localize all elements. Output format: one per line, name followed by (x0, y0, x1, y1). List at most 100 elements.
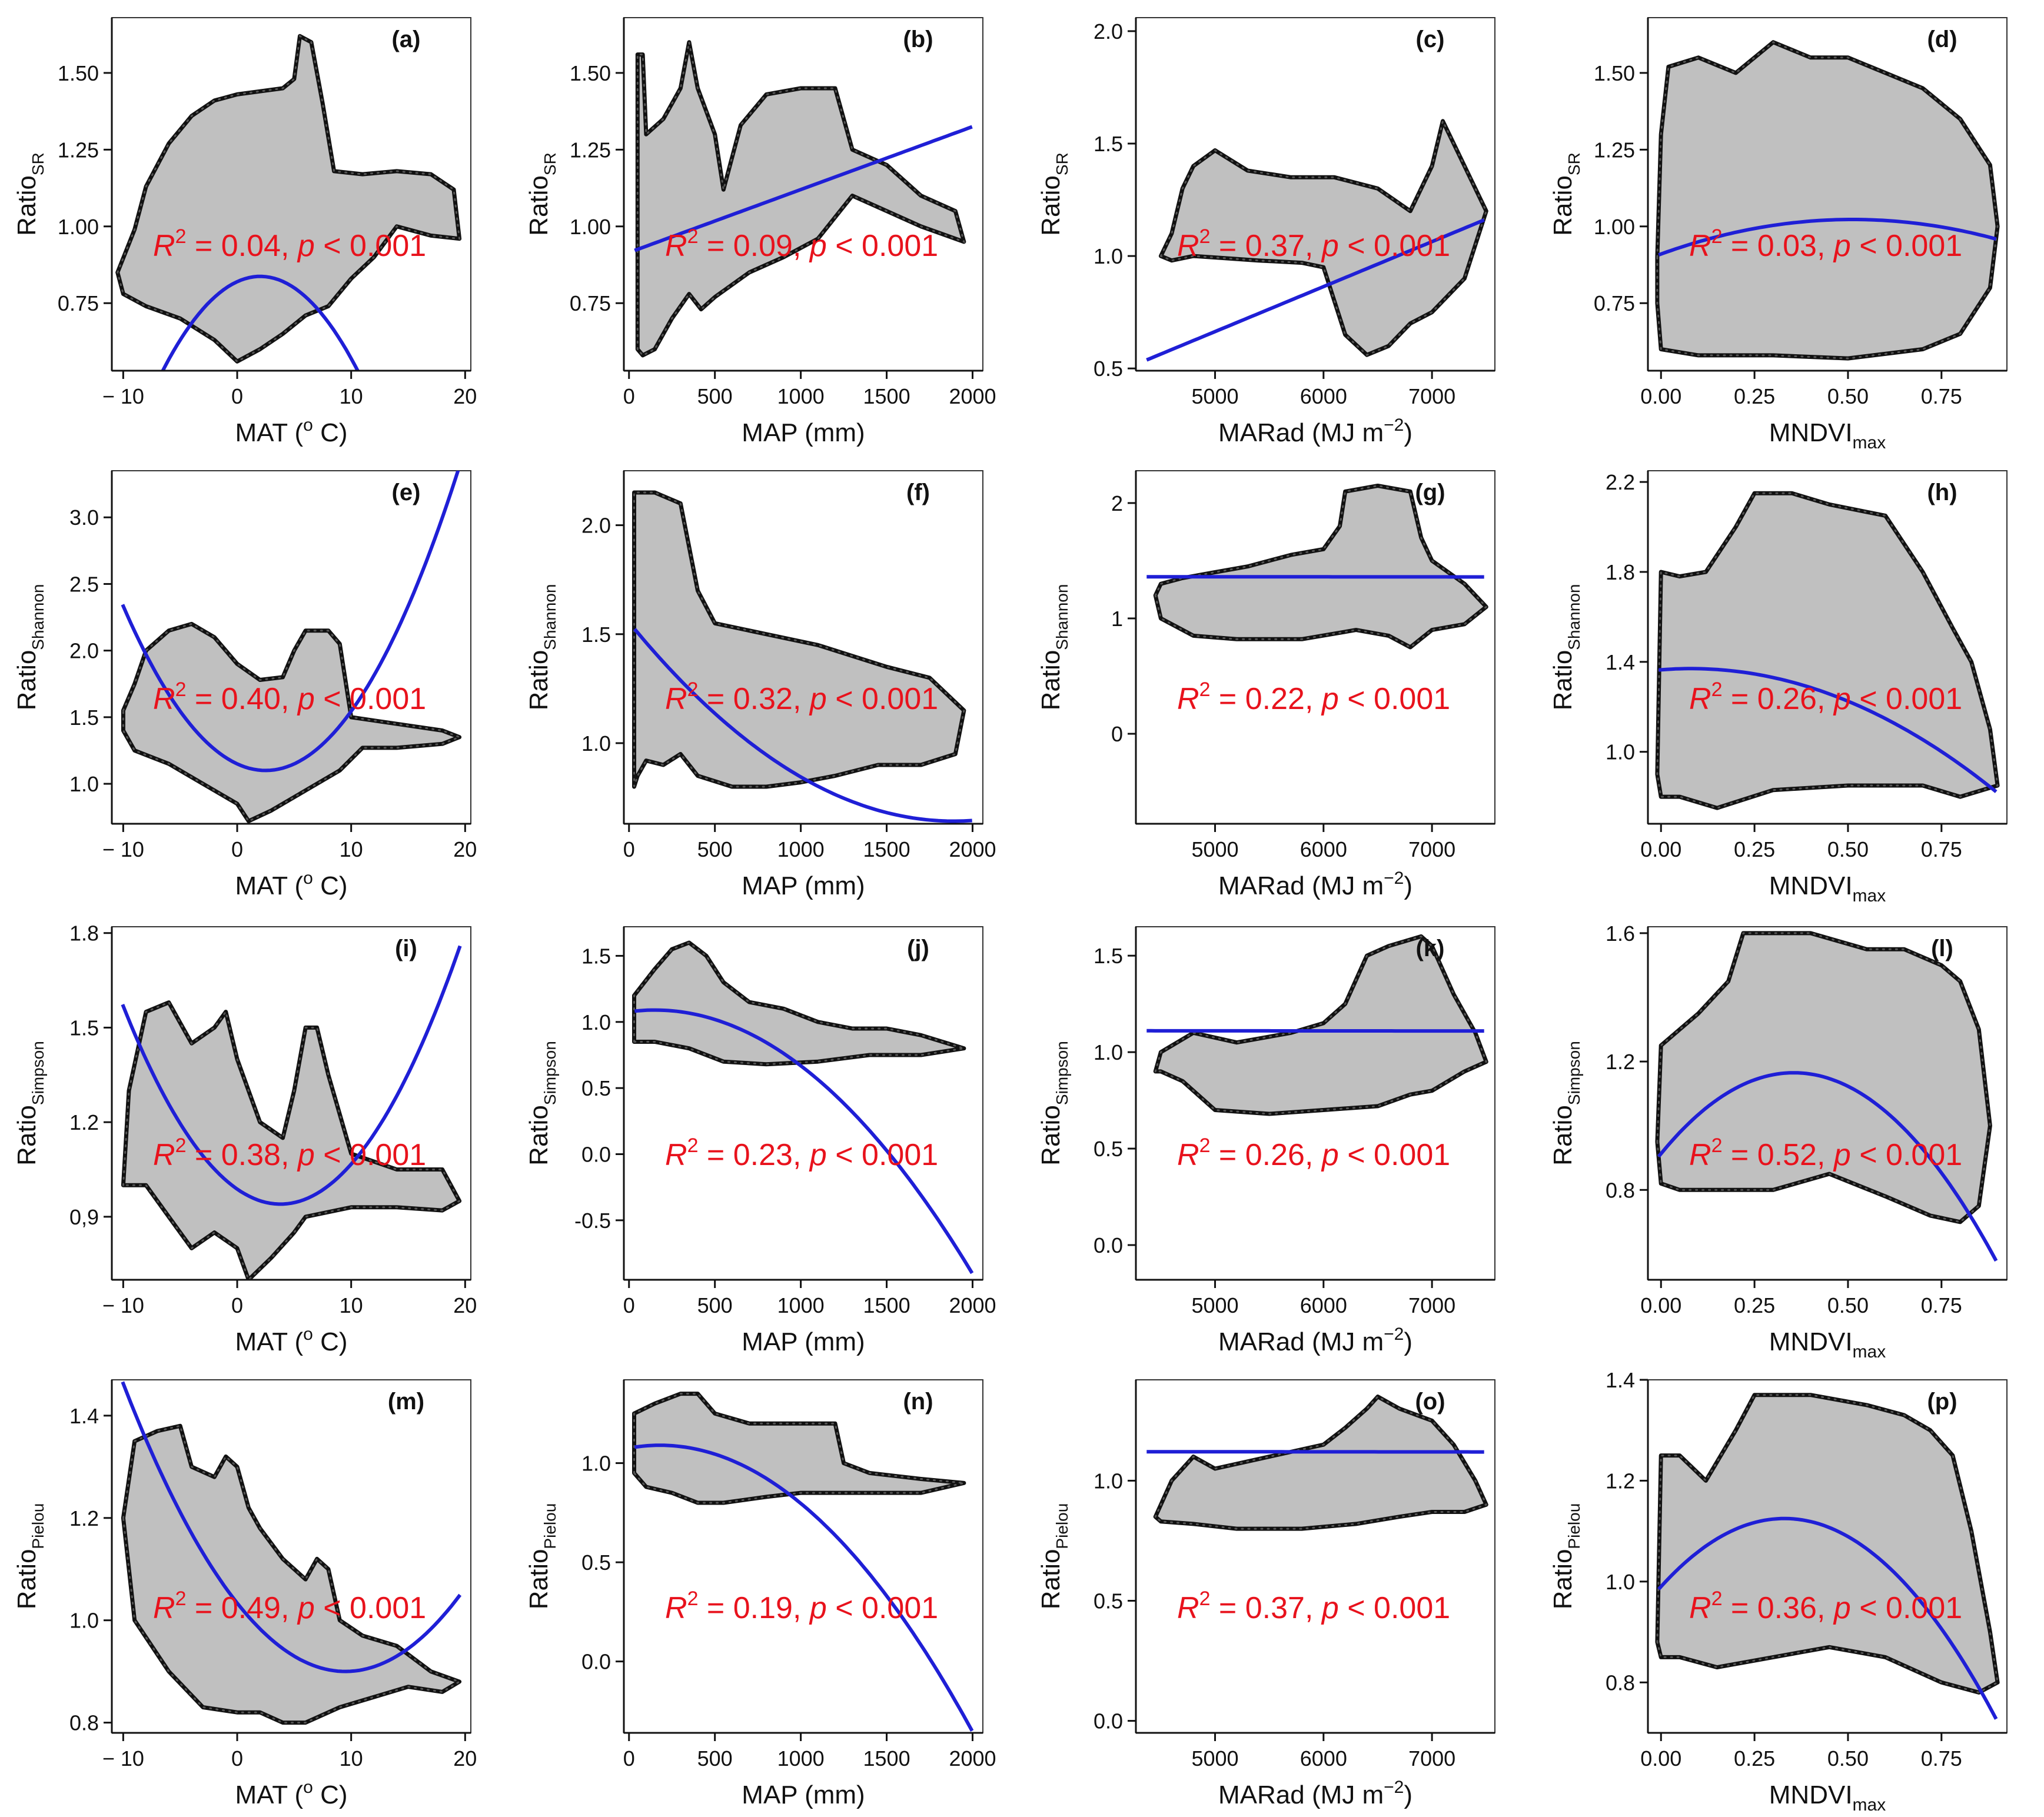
fit-curve (634, 1008, 974, 1274)
y-tick-label: 1.4 (69, 1404, 99, 1428)
r2-value: = 0.36, (1722, 1591, 1833, 1625)
panel-tag: (m) (388, 1389, 424, 1415)
panel-tag: (g) (1415, 480, 1445, 505)
y-tick-label: 1.0 (1094, 1469, 1123, 1493)
r2-value: = 0.37, (1210, 229, 1321, 263)
x-tick-label: 1500 (863, 1293, 910, 1317)
y-axis-label-sub: Shannon (541, 584, 559, 650)
y-tick-label: 1.0 (69, 772, 99, 796)
y-tick-label: 2.5 (69, 572, 99, 596)
p-value: < 0.001 (1851, 1138, 1962, 1172)
x-tick-label: 0.50 (1827, 1746, 1869, 1771)
x-axis-label: MARad (MJ m−2) (1218, 868, 1412, 900)
y-tick-label: 1.50 (1594, 61, 1635, 85)
y-tick-label: 1.00 (58, 215, 99, 239)
x-axis-label-rest: ) (1404, 1781, 1412, 1809)
panel-h: 0.00 0.25 0.50 0.75 1.0 1.4 1.8 2.2 (h) MNDVImax R… (1548, 470, 2008, 906)
y-tick-label: 0.5 (581, 1550, 611, 1575)
x-axis-label-sup: o (303, 415, 313, 435)
fit-curve (634, 1443, 974, 1732)
r2-value: = 0.26, (1722, 682, 1833, 716)
y-axis-label: RatioSR (12, 152, 47, 236)
data-cloud (1655, 491, 2000, 810)
data-cloud-edge-points (122, 1425, 462, 1724)
panel-tag: (j) (907, 936, 929, 961)
y-tick-label: 1.0 (1606, 740, 1635, 764)
y-axis-label: RatioSimpson (12, 1041, 47, 1166)
r2-exponent: 2 (1199, 1588, 1211, 1610)
r2-exponent: 2 (687, 225, 699, 248)
data-cloud-edge-points (633, 941, 965, 1066)
x-axis-label-sup: −2 (1384, 1778, 1404, 1797)
x-tick-label: 0 (623, 1746, 635, 1771)
y-tick-label: 3.0 (69, 505, 99, 530)
stat-annotation: R2 = 0.26, p < 0.001 (1177, 1134, 1450, 1172)
r2-symbol: R (153, 1591, 175, 1625)
x-tick-label: 0 (623, 837, 635, 861)
x-axis-label-main: MAP (mm) (742, 418, 865, 447)
x-tick-label: 0.25 (1734, 1293, 1775, 1317)
p-value: < 0.001 (1339, 682, 1450, 716)
x-axis-label-rest: C) (313, 1781, 348, 1809)
y-axis-label-sub: SR (29, 152, 47, 175)
data-cloud (121, 1000, 462, 1280)
y-axis-label: RatioSimpson (1036, 1041, 1071, 1166)
fit-curve (121, 945, 462, 1206)
y-tick-label: 1.0 (1094, 244, 1123, 268)
stat-annotation: R2 = 0.03, p < 0.001 (1689, 225, 1962, 263)
data-cloud-edge-points (633, 1393, 965, 1504)
panel-tag: (k) (1416, 936, 1445, 961)
y-tick-label: 1.5 (1094, 132, 1123, 156)
r2-symbol: R (665, 682, 687, 716)
panel-p: 0.00 0.25 0.50 0.75 0.8 1.0 1.2 1.4 (p) MNDVImax R… (1548, 1368, 2008, 1815)
y-tick-label: 0,9 (69, 1205, 99, 1229)
x-tick-label: 7000 (1408, 1746, 1455, 1771)
x-axis-label: MAT (o C) (235, 415, 347, 447)
y-axis-label-main: Ratio (1036, 175, 1065, 236)
y-tick-label: 0.5 (581, 1076, 611, 1100)
p-symbol: p (297, 229, 315, 263)
p-value: < 0.001 (1851, 1591, 1962, 1625)
data-cloud-edge-points (1154, 484, 1488, 648)
y-axis-label-main: Ratio (1036, 650, 1065, 711)
r2-symbol: R (1689, 682, 1711, 716)
x-axis-label: MNDVImax (1769, 871, 1886, 906)
stat-annotation: R2 = 0.19, p < 0.001 (665, 1588, 938, 1625)
panel-tag: (l) (1931, 936, 1953, 961)
panel-tag: (o) (1415, 1389, 1445, 1415)
y-axis-label: RatioShannon (524, 584, 559, 711)
x-axis-label-sup: o (303, 1325, 313, 1344)
x-tick-label: 6000 (1300, 1746, 1347, 1771)
p-value: < 0.001 (315, 229, 426, 263)
y-axis-label-main: Ratio (1036, 1105, 1065, 1166)
r2-value: = 0.37, (1210, 1591, 1321, 1625)
y-tick-label: 0.8 (1606, 1178, 1635, 1202)
fit-curve (121, 1381, 462, 1673)
stat-annotation: R2 = 0.40, p < 0.001 (153, 678, 426, 716)
p-value: < 0.001 (1339, 1138, 1450, 1172)
data-cloud-edge-points (117, 34, 461, 363)
x-tick-label: 500 (697, 1293, 733, 1317)
y-tick-label: 2 (1111, 491, 1123, 515)
data-cloud-edge-points (636, 42, 966, 357)
x-axis-label: MARad (MJ m−2) (1218, 1778, 1412, 1809)
x-tick-label: 20 (453, 1746, 477, 1771)
y-tick-label: 1.25 (1594, 138, 1635, 162)
y-tick-label: 1.8 (1606, 560, 1635, 584)
x-axis-label-sub: max (1853, 1342, 1886, 1362)
data-cloud-edge-points (122, 623, 462, 823)
p-symbol: p (1321, 682, 1339, 716)
y-axis-label-sub: Shannon (1565, 584, 1583, 650)
x-tick-label: 5000 (1191, 1746, 1238, 1771)
x-tick-label: 0.00 (1640, 837, 1681, 861)
x-tick-label: 500 (697, 1746, 733, 1771)
p-value: < 0.001 (827, 1138, 938, 1172)
x-tick-label: 2000 (949, 837, 996, 861)
r2-symbol: R (1689, 1138, 1711, 1172)
y-axis-label-main: Ratio (12, 1105, 41, 1166)
r2-exponent: 2 (1199, 225, 1211, 248)
p-symbol: p (297, 1591, 315, 1625)
r2-exponent: 2 (175, 1134, 187, 1157)
y-axis-label-sub: Simpson (1053, 1041, 1071, 1105)
p-value: < 0.001 (315, 1591, 426, 1625)
